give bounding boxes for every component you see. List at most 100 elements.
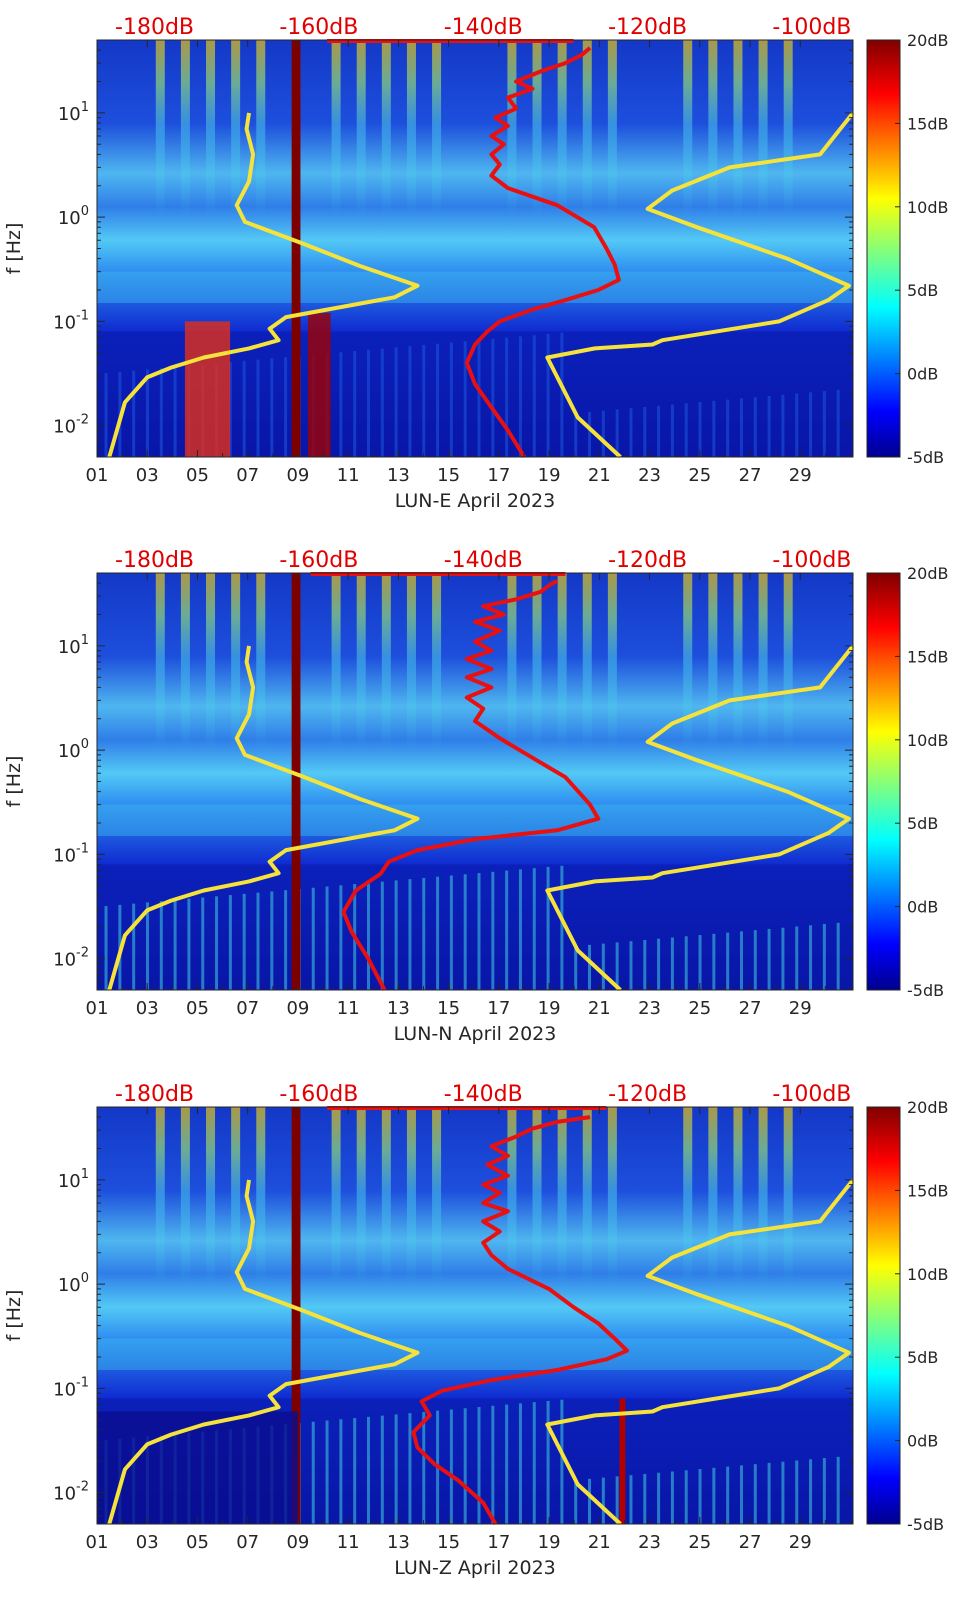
- microseism-band: [97, 804, 853, 837]
- top-db-label: -120dB: [608, 15, 687, 40]
- low-frequency-bar: [726, 399, 730, 457]
- low-frequency-bar: [712, 933, 716, 990]
- diurnal-streak: [507, 40, 517, 218]
- x-tick-label: 17: [487, 465, 510, 486]
- diurnal-streak: [180, 40, 190, 218]
- x-tick-label: 27: [739, 998, 762, 1019]
- low-frequency-bar: [670, 937, 674, 990]
- low-frequency-bar: [256, 892, 260, 990]
- median-psd-curve: [341, 579, 601, 991]
- x-tick-label: 23: [638, 998, 661, 1019]
- y-tick-label: 10-2: [53, 1480, 89, 1505]
- low-frequency-bar: [615, 1476, 619, 1524]
- low-frequency-bar: [132, 903, 136, 990]
- top-db-label: -140dB: [444, 15, 523, 40]
- top-db-label: -160dB: [279, 1082, 358, 1107]
- nhnm-curve: [545, 111, 855, 459]
- low-frequency-bar: [311, 887, 315, 990]
- colorbar: [866, 1106, 901, 1525]
- y-axis-label: f [Hz]: [3, 223, 25, 275]
- diurnal-streak: [507, 573, 517, 751]
- low-frequency-bar: [767, 1462, 771, 1524]
- low-frequency-bar: [781, 394, 785, 457]
- low-frequency-band: [97, 864, 853, 990]
- low-frequency-bar: [394, 880, 398, 990]
- x-tick-label: 25: [688, 465, 711, 486]
- y-tick-label: 100: [58, 204, 89, 229]
- diurnal-streak: [708, 1107, 718, 1285]
- y-axis-label: f [Hz]: [3, 1290, 25, 1342]
- diurnal-streak: [532, 1107, 542, 1285]
- low-frequency-bar: [809, 1459, 813, 1524]
- high-energy-block: [307, 313, 331, 457]
- colorbar: [866, 572, 901, 991]
- low-frequency-bar: [588, 1478, 592, 1524]
- low-frequency-bar: [422, 344, 426, 457]
- low-frequency-bar: [505, 870, 509, 990]
- low-frequency-bar: [394, 1414, 398, 1524]
- low-frequency-bar: [739, 931, 743, 990]
- low-frequency-bar: [574, 1480, 578, 1524]
- x-tick-label: 03: [136, 465, 159, 486]
- low-frequency-bar: [574, 413, 578, 457]
- top-db-label: -160dB: [279, 548, 358, 573]
- low-frequency-bar: [463, 874, 467, 990]
- low-frequency-bar: [477, 340, 481, 457]
- x-tick-label: 11: [337, 1532, 360, 1553]
- low-frequency-bar: [822, 1458, 826, 1524]
- x-tick-label: 29: [789, 1532, 812, 1553]
- low-frequency-bar: [394, 347, 398, 457]
- diurnal-streak: [406, 573, 416, 751]
- low-frequency-bar: [684, 403, 688, 457]
- low-frequency-bar: [449, 342, 453, 457]
- x-tick-label: 25: [688, 1532, 711, 1553]
- y-tick-label: 101: [58, 633, 89, 658]
- diurnal-streak: [180, 573, 190, 751]
- x-tick-label: 11: [337, 465, 360, 486]
- x-tick-label: 15: [437, 998, 460, 1019]
- diurnal-streak: [256, 573, 266, 751]
- colorbar-label: 5dB: [907, 1348, 938, 1367]
- low-frequency-bar: [809, 925, 813, 990]
- x-tick-label: 17: [487, 1532, 510, 1553]
- diurnal-streak: [331, 40, 341, 218]
- low-frequency-bar: [436, 343, 440, 457]
- low-frequency-bar: [145, 902, 149, 990]
- diurnal-streak: [231, 40, 241, 218]
- low-frequency-bar: [657, 938, 661, 990]
- low-frequency-bar: [822, 924, 826, 990]
- low-frequency-bar: [104, 906, 108, 990]
- diurnal-streak: [532, 573, 542, 751]
- low-frequency-bar: [809, 392, 813, 457]
- low-frequency-bar: [380, 881, 384, 990]
- low-frequency-bar: [436, 876, 440, 990]
- low-frequency-bar: [491, 338, 495, 457]
- panel-lun-n: 01 03 05 07 09 11 13 15 17 19 21 23 25 27 29 LUN-N Apri…: [3, 548, 949, 1045]
- low-frequency-bar: [657, 1472, 661, 1524]
- y-tick-label: 10-2: [53, 946, 89, 971]
- x-tick-label: 13: [387, 998, 410, 1019]
- low-frequency-bar: [670, 1471, 674, 1524]
- median-psd-curve: [464, 46, 621, 459]
- x-tick-label: 25: [688, 998, 711, 1019]
- x-tick-label: 27: [739, 1532, 762, 1553]
- diurnal-streak: [155, 573, 165, 751]
- high-energy-block: [184, 321, 231, 457]
- low-frequency-bar: [767, 928, 771, 990]
- diurnal-streak: [683, 573, 693, 751]
- low-frequency-bar: [408, 346, 412, 457]
- y-tick-label: 10-2: [53, 413, 89, 438]
- low-frequency-bar: [601, 943, 605, 990]
- x-tick-label: 15: [437, 465, 460, 486]
- y-tick-label: 10-1: [53, 308, 89, 333]
- x-tick-label: 03: [136, 1532, 159, 1553]
- low-frequency-bar: [215, 896, 219, 990]
- diurnal-streak: [381, 573, 391, 751]
- x-tick-label: 09: [286, 1532, 309, 1553]
- top-db-label: -100dB: [772, 1082, 851, 1107]
- low-frequency-bar: [574, 946, 578, 990]
- colorbar-label: 10dB: [907, 198, 949, 217]
- diurnal-streak: [432, 40, 442, 218]
- x-tick-label: 21: [588, 465, 611, 486]
- low-frequency-bar: [698, 402, 702, 457]
